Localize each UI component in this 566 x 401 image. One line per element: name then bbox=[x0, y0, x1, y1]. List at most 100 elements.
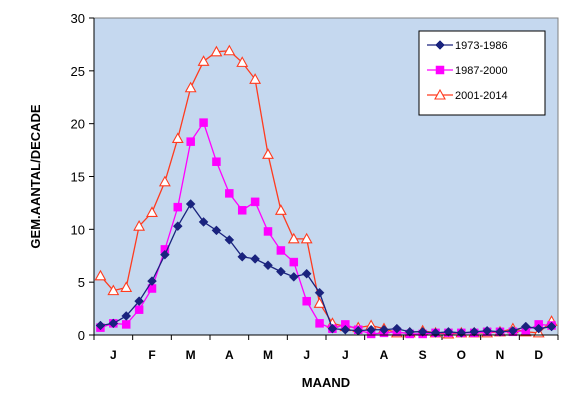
y-tick-label: 10 bbox=[71, 222, 85, 237]
data-point bbox=[520, 321, 531, 332]
data-point bbox=[287, 232, 300, 244]
data-point bbox=[288, 272, 299, 282]
data-point bbox=[469, 326, 480, 337]
data-point bbox=[434, 88, 446, 100]
data-point bbox=[533, 323, 544, 334]
x-tick-label: M bbox=[263, 348, 273, 362]
data-point bbox=[107, 284, 120, 296]
x-tick-label: J bbox=[110, 348, 117, 362]
data-point bbox=[276, 266, 286, 277]
legend-entry: 1987-2000 bbox=[427, 65, 508, 77]
y-tick-label: 5 bbox=[78, 275, 85, 290]
y-axis-title: GEM.AANTAL/DECADE bbox=[28, 104, 43, 249]
data-point bbox=[224, 235, 235, 245]
x-tick-label: D bbox=[534, 348, 543, 362]
data-point bbox=[171, 132, 184, 144]
data-point bbox=[340, 324, 351, 335]
data-point bbox=[313, 297, 326, 308]
data-point bbox=[147, 276, 157, 286]
y-tick-label: 15 bbox=[71, 170, 85, 185]
data-point bbox=[392, 323, 402, 334]
data-point bbox=[197, 55, 210, 66]
data-point bbox=[223, 44, 236, 56]
data-point bbox=[289, 257, 299, 267]
y-tick-label: 20 bbox=[71, 117, 85, 132]
data-point bbox=[300, 232, 313, 244]
data-point bbox=[199, 118, 208, 127]
legend-entry: 1973-1986 bbox=[427, 40, 508, 52]
data-point bbox=[546, 321, 557, 332]
data-point bbox=[263, 227, 273, 236]
x-tick-label: J bbox=[342, 348, 349, 362]
data-point bbox=[276, 246, 286, 255]
data-point bbox=[108, 318, 119, 329]
data-point bbox=[236, 56, 249, 67]
data-point bbox=[366, 324, 376, 335]
data-point bbox=[94, 269, 107, 281]
data-point bbox=[302, 296, 311, 306]
data-point bbox=[225, 189, 234, 198]
data-point bbox=[134, 296, 144, 307]
series-layer bbox=[94, 44, 558, 339]
data-point bbox=[134, 305, 144, 314]
data-point bbox=[262, 148, 274, 159]
axes-layer bbox=[89, 17, 559, 340]
data-point bbox=[250, 197, 260, 207]
data-point bbox=[184, 81, 197, 93]
data-point bbox=[185, 199, 196, 209]
x-tick-label: N bbox=[496, 348, 505, 362]
data-point bbox=[250, 254, 260, 264]
data-point bbox=[495, 326, 505, 337]
legend-label: 1973-1986 bbox=[455, 40, 508, 52]
data-point bbox=[379, 324, 389, 335]
x-tick-label: O bbox=[457, 348, 466, 362]
data-point bbox=[417, 326, 428, 337]
data-point bbox=[212, 157, 221, 166]
data-point bbox=[274, 204, 287, 215]
x-tick-label: A bbox=[225, 348, 234, 362]
data-point bbox=[404, 326, 415, 337]
y-tick-labels: 0 5 10 15 20 25 30 bbox=[71, 11, 85, 343]
data-point bbox=[210, 45, 223, 57]
data-point bbox=[211, 225, 222, 236]
data-point bbox=[315, 319, 324, 328]
x-tick-label: A bbox=[380, 348, 389, 362]
x-axis-title: MAAND bbox=[302, 375, 350, 390]
data-point bbox=[95, 320, 106, 331]
data-point bbox=[237, 206, 247, 215]
legend-label: 1987-2000 bbox=[455, 65, 508, 77]
data-point bbox=[435, 65, 445, 75]
data-point bbox=[172, 221, 183, 232]
legend: 1973-1986 1987-2000 2001-2014 bbox=[418, 30, 546, 116]
y-tick-label: 25 bbox=[71, 64, 85, 79]
data-point bbox=[133, 220, 146, 231]
data-point bbox=[198, 217, 209, 227]
data-point bbox=[237, 251, 248, 262]
x-tick-label: S bbox=[419, 348, 427, 362]
y-tick-label: 30 bbox=[71, 11, 85, 26]
data-point bbox=[121, 311, 132, 321]
y-tick-label: 0 bbox=[78, 328, 85, 343]
data-point bbox=[327, 323, 338, 334]
data-point bbox=[263, 260, 273, 271]
data-point bbox=[314, 287, 325, 298]
data-point bbox=[186, 137, 195, 146]
x-tick-label: J bbox=[303, 348, 310, 362]
legend-entry: 2001-2014 bbox=[427, 88, 508, 102]
data-point bbox=[160, 249, 170, 260]
data-point bbox=[249, 73, 262, 84]
data-point bbox=[158, 175, 171, 187]
data-point bbox=[121, 320, 131, 329]
x-tick-label: F bbox=[148, 348, 155, 362]
data-point bbox=[301, 268, 312, 279]
data-point bbox=[120, 281, 133, 293]
data-point bbox=[146, 206, 158, 217]
data-point bbox=[173, 202, 183, 212]
legend-label: 2001-2014 bbox=[455, 90, 508, 102]
data-point bbox=[443, 326, 454, 337]
data-point bbox=[435, 40, 445, 50]
x-tick-label: M bbox=[186, 348, 196, 362]
